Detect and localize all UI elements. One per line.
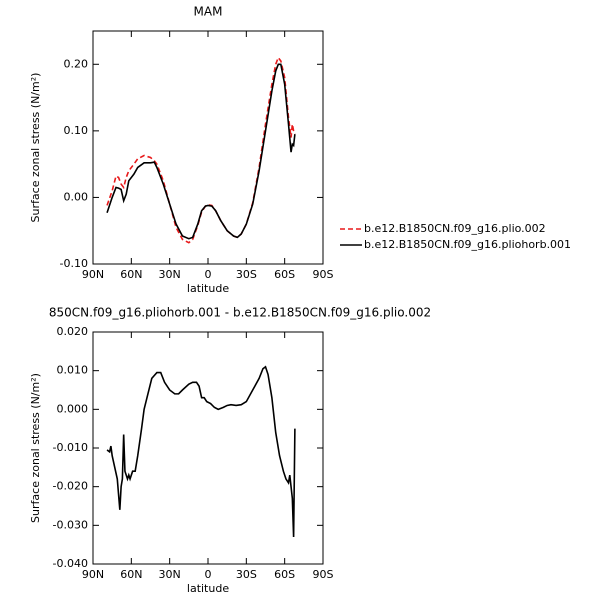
y-tick-label: 0.010 bbox=[57, 364, 89, 377]
y-tick-label: 0.10 bbox=[64, 124, 89, 137]
y-axis-label: Surface zonal stress (N/m²) bbox=[29, 373, 42, 523]
x-tick-label: 60S bbox=[274, 568, 295, 581]
x-tick-label: 60N bbox=[120, 568, 142, 581]
data-line bbox=[106, 63, 296, 240]
x-tick-label: 90S bbox=[313, 568, 334, 581]
chart-title: 850CN.f09_g16.pliohorb.001 - b.e12.B1850… bbox=[49, 306, 431, 320]
x-tick-label: 30N bbox=[159, 568, 181, 581]
y-tick-label: -0.010 bbox=[53, 441, 88, 454]
plot-frame bbox=[92, 331, 324, 565]
x-tick-label: 90N bbox=[82, 268, 104, 281]
x-tick-label: 30N bbox=[159, 268, 181, 281]
y-tick-label: -0.10 bbox=[60, 257, 88, 270]
x-tick-label: 60N bbox=[120, 268, 142, 281]
y-tick-label: 0.020 bbox=[57, 325, 89, 338]
y-tick-label: -0.030 bbox=[53, 518, 88, 531]
x-tick-label: 30S bbox=[236, 268, 257, 281]
y-axis-label: Surface zonal stress (N/m²) bbox=[29, 73, 42, 223]
x-axis-label: latitude bbox=[187, 282, 229, 295]
x-tick-label: 90N bbox=[82, 568, 104, 581]
y-tick-label: 0.000 bbox=[57, 402, 89, 415]
y-tick-label: -0.040 bbox=[53, 557, 88, 570]
x-tick-label: 90S bbox=[313, 268, 334, 281]
x-tick-label: 0 bbox=[205, 268, 212, 281]
legend-label: b.e12.B1850CN.f09_g16.plio.002 bbox=[364, 222, 546, 235]
plot-frame bbox=[92, 30, 324, 265]
x-tick-label: 30S bbox=[236, 568, 257, 581]
x-axis-label: latitude bbox=[187, 582, 229, 595]
x-tick-label: 0 bbox=[205, 568, 212, 581]
legend-label: b.e12.B1850CN.f09_g16.pliohorb.001 bbox=[364, 238, 571, 251]
y-tick-label: 0.00 bbox=[64, 190, 89, 203]
y-tick-label: -0.020 bbox=[53, 480, 88, 493]
x-tick-label: 60S bbox=[274, 268, 295, 281]
y-tick-label: 0.20 bbox=[64, 57, 89, 70]
data-line bbox=[106, 365, 296, 537]
chart-title: MAM bbox=[194, 5, 223, 19]
